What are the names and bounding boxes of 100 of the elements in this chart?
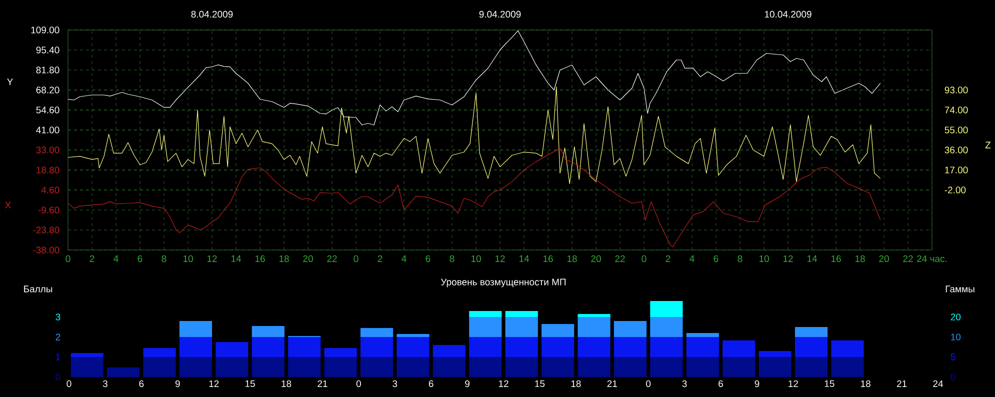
bar	[722, 340, 756, 357]
x-tick-label: 18	[855, 255, 865, 262]
x-tick-label: 21	[607, 380, 617, 387]
bar	[831, 357, 864, 377]
line-series	[68, 148, 881, 248]
x-tick-label: 0	[356, 380, 361, 388]
x-tick-label: 9	[754, 380, 760, 388]
x-tick-label: 0	[354, 255, 358, 262]
x-tick-label: 3	[102, 380, 108, 388]
x-tick-label: 22	[903, 255, 913, 262]
x-tick-label: 2	[666, 255, 670, 262]
bar	[794, 337, 828, 357]
x-tick-label: 15	[245, 380, 255, 387]
x-tick-label: 12	[495, 255, 505, 262]
bar	[650, 357, 683, 377]
bar	[143, 357, 176, 377]
bar	[469, 337, 502, 357]
x-tick-label: 18	[282, 380, 292, 388]
bar	[469, 317, 502, 337]
y2-tick-label: 36.00	[944, 146, 968, 154]
text: 20	[950, 314, 961, 320]
line-series	[68, 30, 881, 126]
bar	[542, 357, 574, 377]
x-tick-label: 12	[788, 380, 798, 387]
bar	[542, 324, 574, 337]
x-tick-label: 12	[783, 255, 793, 262]
y3-tick-label: -38.00	[33, 246, 60, 254]
bar	[686, 337, 719, 357]
x-tick-label: 20	[591, 255, 601, 262]
y-tick-label: 109.00	[31, 26, 60, 34]
bar	[758, 351, 792, 357]
text: 10	[951, 334, 961, 340]
x-tick-label: 4	[402, 255, 406, 262]
bar	[469, 311, 502, 317]
bar	[107, 367, 140, 377]
bar	[578, 337, 610, 357]
x-tick-label: 6	[718, 380, 723, 388]
y2-tick-label: 17.00	[945, 166, 968, 174]
bar	[831, 340, 864, 357]
x-tick-label: 9	[465, 380, 470, 388]
bar	[614, 321, 647, 337]
x-tick-label: 18	[279, 255, 289, 262]
y-tick-label: 41.00	[36, 126, 60, 134]
x-tick-label: 14	[231, 255, 242, 262]
x-tick-label: 12	[209, 380, 219, 387]
x-tick-label: 3	[682, 380, 687, 388]
y-tick-label: 1	[56, 354, 60, 360]
bar	[179, 357, 212, 377]
x-tick-label: 6	[139, 380, 144, 388]
bar	[396, 357, 430, 377]
x-tick-label: 6	[426, 255, 430, 262]
bar	[252, 337, 284, 357]
y-tick-label: 68.20	[36, 86, 60, 94]
x-tick-label: 18	[567, 255, 577, 262]
x-tick-label: 3	[392, 380, 398, 388]
x-tick-label: 20	[303, 255, 313, 262]
bar	[794, 357, 828, 377]
x-tick-label: 4	[114, 255, 118, 262]
y2-tick-label: -2.00	[944, 186, 966, 194]
y-tick-label: 95.40	[36, 46, 60, 54]
line-series	[68, 86, 881, 184]
x-tick-label: 24 час.	[917, 255, 947, 262]
bar	[360, 328, 394, 337]
x-tick-label: 21	[318, 380, 328, 387]
bar	[650, 337, 683, 357]
y3-tick-label: -9.60	[38, 206, 60, 214]
x-tick-label: 15	[535, 380, 545, 387]
x2-tick-label: 10.04.2009	[764, 10, 812, 18]
text: 0	[950, 374, 956, 380]
bar	[360, 357, 394, 377]
x-tick-label: 2	[378, 255, 382, 262]
y-tick-label: 81.80	[36, 66, 60, 74]
bar	[505, 357, 538, 377]
y-tick-label: 2	[56, 334, 60, 340]
bar	[216, 342, 248, 357]
x-tick-label: 21	[896, 380, 907, 387]
bar	[288, 337, 321, 357]
y-tick-label: 54.60	[36, 106, 60, 114]
x-tick-label: 2	[90, 255, 94, 262]
bar	[324, 348, 357, 357]
text: 5	[950, 354, 956, 360]
bar	[542, 337, 574, 357]
bar	[650, 301, 683, 317]
y3-tick-label: 33.00	[36, 146, 60, 154]
bar	[396, 337, 430, 357]
bar	[505, 337, 538, 357]
y3-axis-title: X	[5, 202, 11, 208]
bar	[686, 357, 719, 377]
bar	[324, 357, 357, 377]
bar	[179, 337, 212, 357]
y-tick-label: 3	[56, 314, 60, 320]
bar	[216, 357, 248, 377]
bar	[432, 357, 466, 377]
chart-title: Уровень возмущенности МП	[440, 278, 566, 288]
y2-axis-title: Гаммы	[946, 286, 974, 292]
x-tick-label: 15	[824, 380, 834, 387]
bar	[650, 317, 683, 337]
bar	[686, 333, 719, 337]
x-tick-label: 16	[831, 255, 841, 262]
x-tick-label: 8	[162, 255, 166, 262]
